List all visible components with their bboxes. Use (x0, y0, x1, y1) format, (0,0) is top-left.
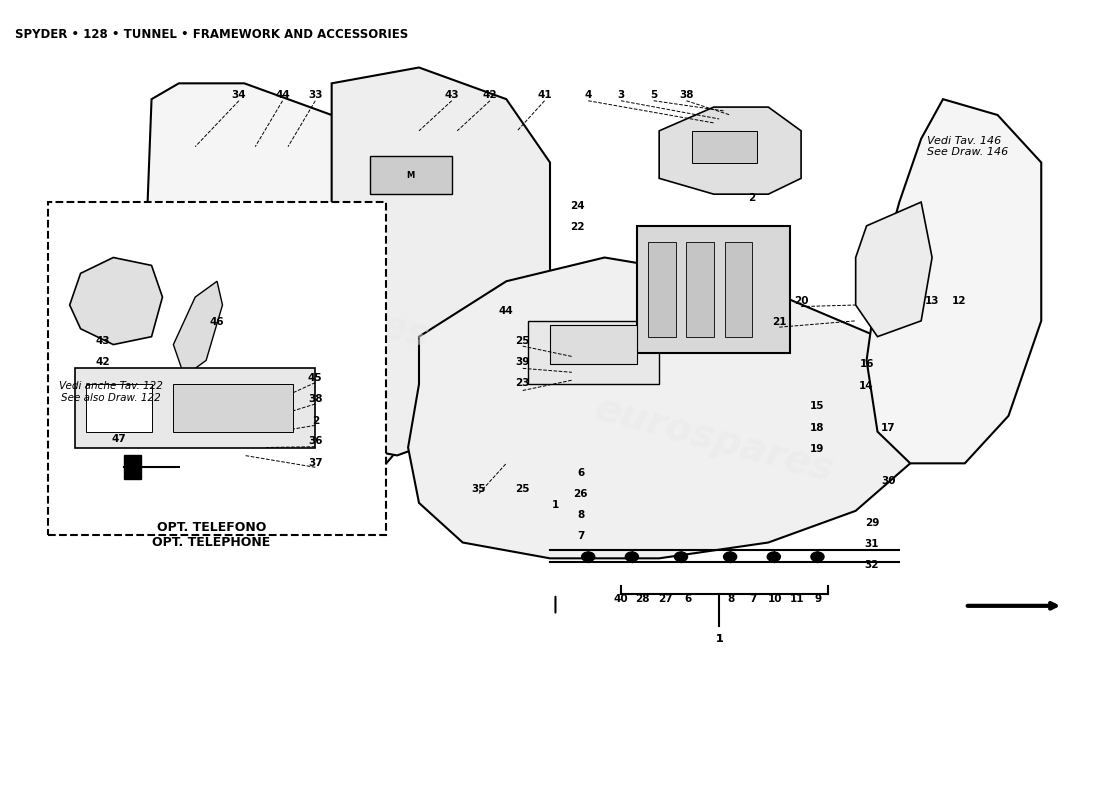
Text: 2: 2 (311, 415, 319, 426)
Text: 42: 42 (95, 357, 110, 367)
Text: SPYDER • 128 • TUNNEL • FRAMEWORK AND ACCESSORIES: SPYDER • 128 • TUNNEL • FRAMEWORK AND AC… (15, 28, 408, 41)
Bar (370, 156, 452, 194)
Bar (686, 242, 714, 337)
Text: 36: 36 (308, 436, 322, 446)
Text: 27: 27 (659, 594, 673, 605)
Polygon shape (124, 83, 474, 503)
Text: 7: 7 (749, 594, 757, 605)
Polygon shape (69, 258, 163, 345)
Text: 19: 19 (811, 444, 825, 454)
Text: 32: 32 (865, 561, 879, 570)
Text: 4: 4 (584, 90, 592, 100)
Text: 16: 16 (859, 359, 873, 370)
Circle shape (724, 552, 737, 562)
Text: Vedi Tav. 146
See Draw. 146: Vedi Tav. 146 See Draw. 146 (926, 136, 1008, 158)
Text: 38: 38 (679, 90, 694, 100)
Text: 11: 11 (790, 594, 804, 605)
Text: 8: 8 (727, 594, 735, 605)
Bar (648, 242, 675, 337)
Text: 35: 35 (472, 484, 486, 494)
Text: 3: 3 (617, 90, 625, 100)
Text: 23: 23 (516, 378, 530, 387)
Text: 41: 41 (537, 90, 552, 100)
Text: 15: 15 (811, 402, 825, 411)
Text: 25: 25 (516, 336, 530, 346)
Bar (75, 368, 316, 447)
Text: 1: 1 (716, 634, 723, 644)
Text: eurospares: eurospares (590, 390, 837, 490)
Text: 34: 34 (232, 90, 246, 100)
Text: 46: 46 (210, 318, 224, 327)
Bar (174, 384, 294, 432)
Polygon shape (856, 202, 932, 337)
Text: 5: 5 (650, 90, 658, 100)
Text: 37: 37 (308, 458, 322, 467)
Text: 39: 39 (516, 357, 530, 367)
Bar (550, 325, 637, 364)
Text: 9: 9 (815, 594, 822, 605)
Circle shape (582, 552, 595, 562)
Text: 21: 21 (772, 318, 786, 327)
Text: OPT. TELEFONO
OPT. TELEPHONE: OPT. TELEFONO OPT. TELEPHONE (153, 521, 271, 549)
Text: 6: 6 (684, 594, 691, 605)
Text: 43: 43 (95, 336, 110, 346)
Bar (725, 242, 752, 337)
Polygon shape (867, 99, 1042, 463)
Text: 45: 45 (308, 373, 322, 383)
Text: Vedi anche Tav. 122
See also Draw. 122: Vedi anche Tav. 122 See also Draw. 122 (59, 382, 163, 403)
Text: 20: 20 (794, 296, 808, 306)
Text: M: M (406, 170, 415, 180)
Text: 17: 17 (881, 422, 895, 433)
Text: 10: 10 (768, 594, 782, 605)
Polygon shape (408, 258, 921, 558)
Text: 8: 8 (576, 510, 584, 520)
Polygon shape (174, 282, 222, 376)
Bar (47, 202, 386, 534)
Text: 33: 33 (308, 90, 322, 100)
Text: 30: 30 (881, 476, 895, 486)
Bar (124, 455, 141, 479)
Text: 31: 31 (865, 539, 879, 549)
Bar (692, 131, 758, 162)
Circle shape (811, 552, 824, 562)
Text: 42: 42 (483, 90, 497, 100)
Text: 25: 25 (516, 484, 530, 494)
Text: 13: 13 (925, 296, 939, 306)
Text: 26: 26 (573, 490, 587, 499)
Text: 1: 1 (715, 634, 723, 643)
Text: 44: 44 (499, 306, 514, 316)
Text: 12: 12 (953, 296, 967, 306)
Text: eurospares: eurospares (186, 255, 433, 355)
Polygon shape (332, 67, 550, 455)
Text: 22: 22 (570, 222, 584, 233)
Bar (195, 254, 283, 297)
Text: 44: 44 (275, 90, 290, 100)
Text: 24: 24 (570, 201, 584, 211)
Text: 14: 14 (859, 381, 873, 390)
Text: 28: 28 (636, 594, 650, 605)
Text: 47: 47 (111, 434, 126, 444)
Text: 18: 18 (811, 422, 825, 433)
Circle shape (674, 552, 688, 562)
Text: 7: 7 (576, 531, 584, 541)
Circle shape (767, 552, 780, 562)
Text: 1: 1 (552, 499, 559, 510)
Text: 38: 38 (308, 394, 322, 404)
Text: 43: 43 (444, 90, 459, 100)
Bar (86, 384, 152, 432)
Polygon shape (659, 107, 801, 194)
Text: 6: 6 (576, 468, 584, 478)
Bar (528, 321, 659, 384)
Text: M: M (234, 270, 244, 280)
Circle shape (625, 552, 638, 562)
Text: 29: 29 (865, 518, 879, 528)
Bar (637, 226, 790, 353)
Text: 2: 2 (748, 193, 756, 203)
Text: 40: 40 (614, 594, 628, 605)
